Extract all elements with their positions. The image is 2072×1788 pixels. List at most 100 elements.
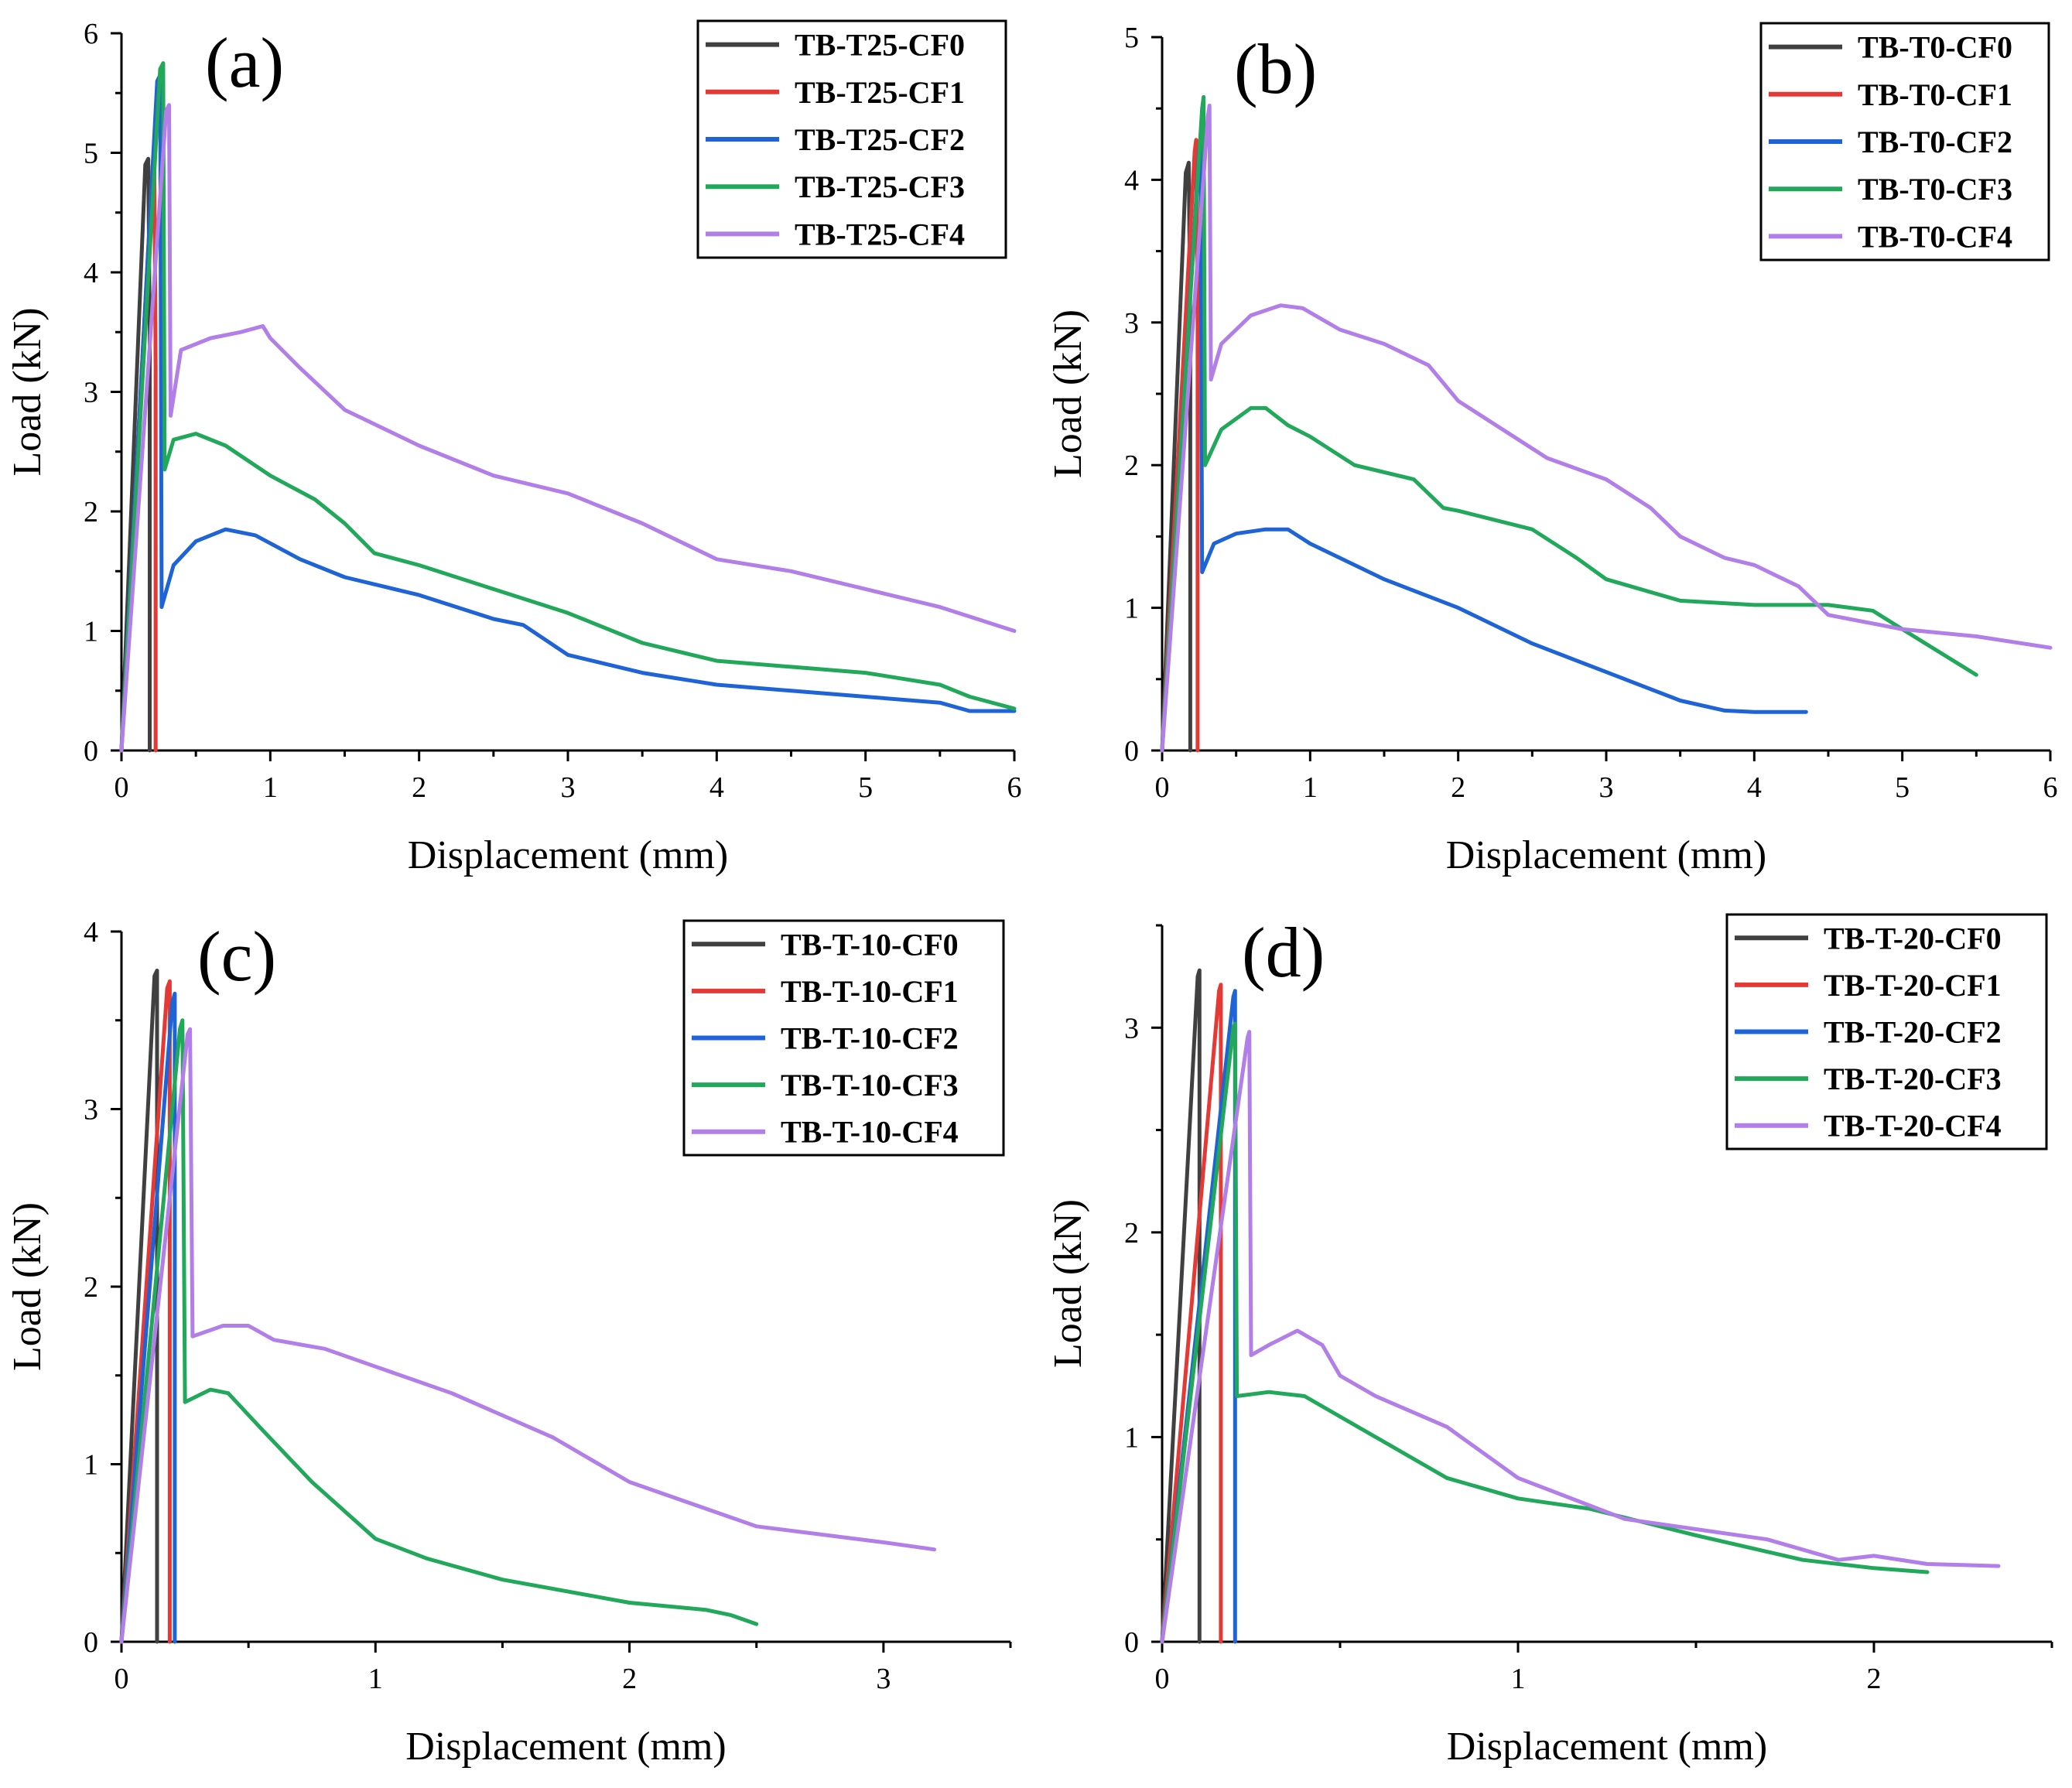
x-tick-label: 1 bbox=[368, 1663, 383, 1695]
y-tick-label: 3 bbox=[84, 1094, 98, 1126]
x-tick-label: 3 bbox=[561, 771, 576, 804]
chart-panel-3: 0 1 2 0 1 2 3 Displacement (mm) Load (kN) (d) TB-T… bbox=[1046, 913, 2053, 1769]
panel-label: (d) bbox=[1242, 913, 1325, 992]
series-line-TB-T0-CF0 bbox=[1160, 160, 1192, 753]
panel-label: (b) bbox=[1234, 29, 1317, 108]
x-tick-label: 5 bbox=[858, 771, 873, 804]
x-tick-label: 1 bbox=[1511, 1663, 1526, 1695]
y-tick-label: 2 bbox=[84, 1271, 98, 1304]
y-tick-label: 3 bbox=[84, 377, 98, 409]
legend-entry: TB-T0-CF4 bbox=[1858, 219, 2012, 254]
x-tick-label: 3 bbox=[876, 1663, 891, 1695]
x-tick-label: 1 bbox=[263, 771, 278, 804]
y-tick-label: 1 bbox=[1124, 1421, 1139, 1454]
series-line-TB-T25-CF0 bbox=[119, 156, 152, 753]
x-tick-label: 2 bbox=[622, 1663, 637, 1695]
legend-entry: TB-T-10-CF0 bbox=[781, 927, 959, 962]
legend-entry: TB-T-20-CF3 bbox=[1824, 1062, 2002, 1096]
series-line-TB-T0-CF3 bbox=[1160, 94, 1978, 753]
y-axis-title: Load (kN) bbox=[1046, 1199, 1090, 1368]
y-tick-label: 1 bbox=[1124, 593, 1139, 625]
legend-entry: TB-T-20-CF0 bbox=[1824, 921, 2002, 956]
legend-entry: TB-T-20-CF1 bbox=[1824, 968, 2002, 1003]
chart-panel-0: 0 1 2 3 4 5 6 0 1 2 3 4 5 6 Displacement (mm) Load (kN)… bbox=[5, 18, 1022, 877]
x-tick-label: 0 bbox=[1155, 771, 1170, 804]
y-tick-label: 1 bbox=[84, 1449, 98, 1482]
series-line-TB-T-20-CF4 bbox=[1160, 1030, 2001, 1644]
y-tick-label: 3 bbox=[1124, 307, 1139, 340]
legend-entry: TB-T-10-CF4 bbox=[781, 1115, 959, 1150]
series-line-TB-T-10-CF2 bbox=[119, 991, 177, 1644]
series-line-TB-T25-CF3 bbox=[119, 61, 1017, 753]
x-tick-label: 2 bbox=[1451, 771, 1465, 804]
legend-entry: TB-T0-CF2 bbox=[1858, 125, 2012, 159]
y-tick-label: 3 bbox=[1124, 1012, 1139, 1044]
legend: TB-T0-CF0 TB-T0-CF1 TB-T0-CF2 TB-T0-CF3 TB-T… bbox=[1759, 22, 2050, 262]
legend-entry: TB-T25-CF4 bbox=[795, 217, 965, 251]
y-tick-label: 0 bbox=[84, 735, 98, 768]
series-line-TB-T-20-CF0 bbox=[1160, 968, 1202, 1644]
y-axis-title: Load (kN) bbox=[1046, 309, 1090, 478]
x-tick-label: 4 bbox=[709, 771, 724, 804]
x-axis-title: Displacement (mm) bbox=[1446, 833, 1766, 877]
legend-entry: TB-T-10-CF1 bbox=[781, 974, 959, 1009]
x-tick-label: 0 bbox=[1155, 1663, 1170, 1695]
legend-entry: TB-T-20-CF2 bbox=[1824, 1015, 2002, 1050]
y-tick-label: 6 bbox=[84, 18, 98, 50]
legend-entry: TB-T0-CF1 bbox=[1858, 77, 2012, 112]
legend: TB-T-20-CF0 TB-T-20-CF1 TB-T-20-CF2 TB-T-20… bbox=[1725, 913, 2048, 1150]
y-axis-title: Load (kN) bbox=[5, 1202, 50, 1371]
x-tick-label: 0 bbox=[115, 1663, 129, 1695]
series-line-TB-T-20-CF3 bbox=[1160, 1021, 1930, 1644]
legend-entry: TB-T0-CF0 bbox=[1858, 30, 2012, 65]
series-line-TB-T0-CF1 bbox=[1160, 138, 1200, 753]
series-line-TB-T-10-CF3 bbox=[119, 1018, 759, 1644]
y-tick-label: 0 bbox=[84, 1626, 98, 1659]
x-tick-label: 3 bbox=[1599, 771, 1614, 804]
series-line-TB-T0-CF4 bbox=[1160, 104, 2053, 753]
legend: TB-T25-CF0 TB-T25-CF1 TB-T25-CF2 TB-T25-CF3… bbox=[696, 19, 1007, 259]
y-tick-label: 4 bbox=[84, 916, 98, 949]
series-line-TB-T0-CF2 bbox=[1160, 135, 1808, 753]
series-line-TB-T-20-CF1 bbox=[1160, 983, 1223, 1644]
legend: TB-T-10-CF0 TB-T-10-CF1 TB-T-10-CF2 TB-T-10… bbox=[682, 919, 1005, 1157]
x-tick-label: 5 bbox=[1895, 771, 1910, 804]
legend-entry: TB-T0-CF3 bbox=[1858, 172, 2012, 207]
series-line-TB-T25-CF4 bbox=[119, 103, 1017, 753]
x-tick-label: 1 bbox=[1303, 771, 1318, 804]
y-axis-title: Load (kN) bbox=[5, 307, 50, 476]
legend-entry: TB-T-10-CF3 bbox=[781, 1068, 959, 1103]
x-tick-label: 6 bbox=[1007, 771, 1022, 804]
legend-entry: TB-T-10-CF2 bbox=[781, 1021, 959, 1056]
x-tick-label: 2 bbox=[1867, 1663, 1882, 1695]
y-tick-label: 0 bbox=[1124, 1626, 1139, 1659]
y-tick-label: 1 bbox=[84, 616, 98, 648]
x-axis-title: Displacement (mm) bbox=[408, 833, 728, 877]
x-axis-title: Displacement (mm) bbox=[405, 1725, 726, 1769]
y-tick-label: 2 bbox=[1124, 450, 1139, 482]
panel-label: (a) bbox=[205, 23, 284, 102]
x-tick-label: 2 bbox=[412, 771, 426, 804]
y-tick-label: 5 bbox=[1124, 22, 1139, 54]
y-tick-label: 4 bbox=[84, 257, 98, 289]
series-line-TB-T25-CF2 bbox=[119, 73, 1017, 753]
y-tick-label: 2 bbox=[1124, 1217, 1139, 1250]
x-axis-title: Displacement (mm) bbox=[1447, 1725, 1767, 1769]
x-tick-label: 0 bbox=[115, 771, 129, 804]
series-line-TB-T-10-CF4 bbox=[119, 1027, 936, 1644]
x-tick-label: 6 bbox=[2043, 771, 2058, 804]
chart-panel-1: 0 1 2 3 4 5 6 0 1 2 3 4 5 Displacement (mm) Load (kN) (… bbox=[1046, 22, 2058, 877]
y-tick-label: 0 bbox=[1124, 735, 1139, 768]
legend-entry: TB-T25-CF1 bbox=[795, 75, 965, 110]
legend-entry: TB-T-20-CF4 bbox=[1824, 1109, 2002, 1144]
legend-entry: TB-T25-CF3 bbox=[795, 169, 965, 204]
y-tick-label: 5 bbox=[84, 138, 98, 170]
x-tick-label: 4 bbox=[1747, 771, 1762, 804]
y-tick-label: 4 bbox=[1124, 164, 1139, 197]
chart-panel-2: 0 1 2 3 0 1 2 3 4 Displacement (mm) Load (kN) (c) TB… bbox=[5, 916, 1012, 1769]
y-tick-label: 2 bbox=[84, 496, 98, 528]
legend-entry: TB-T25-CF2 bbox=[795, 122, 965, 157]
legend-entry: TB-T25-CF0 bbox=[795, 28, 965, 63]
panel-label: (c) bbox=[197, 917, 276, 996]
